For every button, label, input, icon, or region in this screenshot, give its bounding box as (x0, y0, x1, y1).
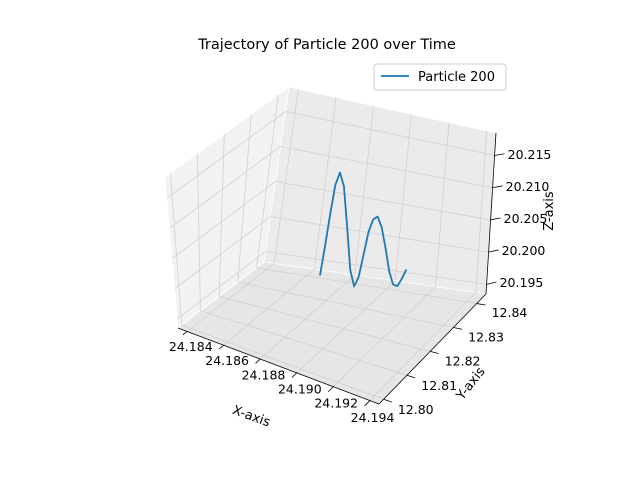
x-axis-line (177, 327, 380, 405)
series-line (319, 171, 408, 288)
y-axis-label: Y-axis (453, 364, 488, 403)
x-axis-label: X-axis (230, 403, 272, 431)
grid-line-y (256, 267, 477, 304)
axis-lines (177, 132, 497, 405)
grid-line-z (176, 251, 266, 320)
grid-line-x (223, 268, 315, 346)
y-tick-label: 12.81 (421, 378, 457, 393)
grid-line-y (219, 296, 431, 352)
grid-line-z (174, 216, 271, 290)
grid-line-x (296, 280, 396, 374)
x-tick-mark (291, 372, 298, 378)
grid-line-y (237, 281, 454, 328)
grid-line-x (259, 274, 356, 360)
grid-line-z (280, 146, 493, 189)
y-tick-mark (430, 351, 439, 354)
y-tick-mark (383, 398, 392, 403)
legend-label: Particle 200 (418, 70, 495, 85)
z-tick-mark (492, 185, 503, 189)
x-tick-label: 24.194 (351, 410, 395, 425)
x-tick-label: 24.188 (242, 367, 286, 382)
grid-line-z (169, 146, 281, 229)
grid-line-x (435, 122, 450, 287)
back-right-pane (263, 86, 497, 295)
z-tick-mark (486, 281, 497, 285)
y-tick-label: 12.80 (398, 402, 434, 417)
z-tick-label: 20.215 (508, 147, 552, 162)
grid-line-x (273, 89, 299, 264)
grid-line-z (265, 251, 487, 285)
grid-line-x (314, 97, 337, 270)
z-tick-label: 20.195 (500, 275, 544, 290)
y-tick-label: 12.83 (468, 329, 504, 344)
grid-line-y (181, 324, 384, 400)
z-tick-mark (494, 153, 505, 156)
axis-panes (164, 86, 497, 405)
z-axis-label: Z-axis (542, 191, 557, 231)
y-tick-label: 12.82 (445, 354, 481, 369)
x-tick-label: 24.190 (278, 382, 322, 397)
tick-marks: 24.18424.18624.18824.19024.19224.19412.8… (169, 147, 551, 425)
x-tick-label: 24.184 (169, 339, 213, 354)
grid-line-z (166, 111, 286, 199)
grid-line-x (475, 130, 487, 293)
z-tick-label: 20.210 (506, 179, 550, 194)
z-tick-mark (488, 249, 499, 253)
grid-line-x (369, 292, 477, 401)
z-tick-label: 20.200 (502, 243, 546, 258)
x-tick-label: 24.192 (314, 396, 358, 411)
y-axis-line (378, 293, 487, 405)
x-tick-mark (255, 358, 261, 364)
grid-line-z (275, 181, 491, 221)
x-tick-mark (364, 400, 371, 407)
grid-line-x (354, 105, 375, 276)
grid-line-x (186, 263, 275, 332)
grid-line-x (333, 286, 436, 388)
series-layer (319, 171, 408, 288)
grid-line-z (285, 111, 495, 156)
legend: Particle 200 (373, 63, 507, 91)
y-tick-mark (476, 303, 486, 306)
grid-line-z (270, 216, 489, 253)
chart-title: Trajectory of Particle 200 over Time (197, 37, 456, 53)
grid-line-z (171, 181, 276, 259)
z-tick-label: 20.205 (504, 211, 548, 226)
y-tick-label: 12.84 (492, 305, 528, 320)
grid-line-y (169, 173, 183, 326)
grid-line-x (394, 114, 412, 281)
grid-line-y (196, 153, 201, 311)
z-axis-line (485, 132, 497, 295)
legend-box (373, 63, 507, 91)
grid-lines (166, 89, 495, 401)
y-tick-mark (406, 374, 416, 379)
x-tick-label: 24.186 (205, 353, 249, 368)
z-tick-mark (490, 217, 501, 221)
y-tick-mark (453, 327, 463, 330)
grid-line-y (256, 94, 279, 268)
x-tick-mark (218, 344, 224, 350)
grid-line-y (218, 133, 225, 297)
x-tick-mark (327, 386, 334, 393)
x-tick-mark (182, 331, 188, 336)
grid-line-y (200, 310, 408, 376)
grid-line-y (237, 114, 252, 283)
